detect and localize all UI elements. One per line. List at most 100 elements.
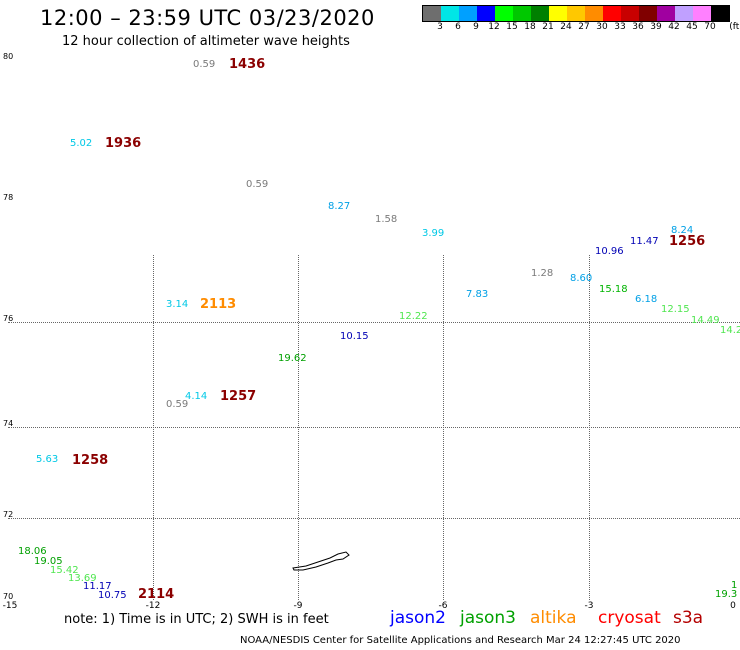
color-scale-legend bbox=[422, 5, 730, 22]
legend-tick-label: 30 bbox=[596, 22, 608, 32]
swh-value: 1.28 bbox=[531, 268, 554, 279]
swh-value: 6.18 bbox=[635, 294, 658, 305]
legend-swatch bbox=[441, 6, 459, 21]
lat-label: 80 bbox=[3, 52, 14, 61]
legend-swatch bbox=[675, 6, 693, 21]
page-subtitle: 12 hour collection of altimeter wave hei… bbox=[62, 34, 350, 49]
swh-value: 8.24 bbox=[671, 225, 694, 236]
grid-line-lat bbox=[8, 322, 740, 323]
grid-line-lat bbox=[8, 518, 740, 519]
satellite-label-jason3: jason3 bbox=[460, 608, 516, 628]
lon-label: -15 bbox=[2, 601, 18, 611]
swh-value: 5.02 bbox=[70, 138, 93, 149]
swh-value: 14.49 bbox=[691, 315, 720, 326]
swh-value: 11.47 bbox=[630, 236, 659, 247]
pass-time: 1936 bbox=[105, 136, 142, 151]
legend-tick-label: 42 bbox=[668, 22, 680, 32]
swh-value: 1 bbox=[731, 580, 738, 591]
legend-tick-label: 33 bbox=[614, 22, 626, 32]
legend-swatch bbox=[549, 6, 567, 21]
pass-time: 2113 bbox=[200, 297, 237, 312]
legend-swatch bbox=[603, 6, 621, 21]
swh-value: 8.60 bbox=[570, 273, 593, 284]
legend-tick-label: 18 bbox=[524, 22, 536, 32]
legend-tick-label: 6 bbox=[455, 22, 461, 32]
swh-value: 12.15 bbox=[661, 304, 690, 315]
swh-value: 10.75 bbox=[98, 590, 127, 601]
legend-swatch bbox=[585, 6, 603, 21]
legend-tick-label: 45 bbox=[686, 22, 698, 32]
swh-value: 0.59 bbox=[246, 179, 269, 190]
swh-value: 3.99 bbox=[422, 228, 445, 239]
swh-value: 5.63 bbox=[36, 454, 59, 465]
swh-value: 7.83 bbox=[466, 289, 489, 300]
legend-swatch bbox=[513, 6, 531, 21]
swh-value: 19.05 bbox=[34, 556, 63, 567]
swh-value: 19.3 bbox=[715, 589, 738, 600]
swh-value: 3.14 bbox=[166, 299, 189, 310]
swh-value: 8.27 bbox=[328, 201, 351, 212]
swh-value: 15.18 bbox=[599, 284, 628, 295]
swh-value: 0.59 bbox=[166, 399, 189, 410]
legend-tick-label: 24 bbox=[560, 22, 572, 32]
pass-time: 1436 bbox=[229, 57, 266, 72]
legend-swatch bbox=[639, 6, 657, 21]
legend-tick-label: 15 bbox=[506, 22, 518, 32]
swh-value: 0.59 bbox=[193, 59, 216, 70]
page-title: 12:00 – 23:59 UTC 03/23/2020 bbox=[40, 6, 375, 30]
legend-tick-label: 21 bbox=[542, 22, 554, 32]
legend-swatch bbox=[621, 6, 639, 21]
swh-value: 12.22 bbox=[399, 311, 428, 322]
lat-label: 78 bbox=[3, 193, 14, 202]
legend-swatch bbox=[693, 6, 711, 21]
swh-value: 18.06 bbox=[18, 546, 47, 557]
lon-label: 0 bbox=[730, 601, 736, 611]
swh-value: 15.42 bbox=[50, 565, 79, 576]
legend-swatch bbox=[711, 6, 729, 21]
lat-label: 72 bbox=[3, 510, 14, 519]
legend-swatch bbox=[477, 6, 495, 21]
legend-tick-label: 27 bbox=[578, 22, 590, 32]
pass-time: 1258 bbox=[72, 453, 109, 468]
legend-tick-label: 36 bbox=[632, 22, 644, 32]
swh-value: 19.62 bbox=[278, 353, 307, 364]
legend-tick-label: (ft) bbox=[729, 22, 740, 32]
satellite-label-cryosat: cryosat bbox=[598, 608, 661, 628]
swh-value: 10.15 bbox=[340, 331, 369, 342]
legend-swatch bbox=[567, 6, 585, 21]
swh-value: 10.96 bbox=[595, 246, 624, 257]
satellite-label-altika: altika bbox=[530, 608, 577, 628]
legend-tick-label: 3 bbox=[437, 22, 443, 32]
pass-time: 2114 bbox=[138, 587, 175, 602]
legend-tick-label: 70 bbox=[704, 22, 716, 32]
swh-value: 14.2 bbox=[720, 325, 740, 336]
lon-label: -9 bbox=[293, 601, 303, 611]
lon-label: -12 bbox=[145, 601, 161, 611]
legend-tick-label: 39 bbox=[650, 22, 662, 32]
swh-value: 1.58 bbox=[375, 214, 398, 225]
satellite-label-jason2: jason2 bbox=[390, 608, 446, 628]
island-outline bbox=[292, 551, 350, 571]
legend-tick-label: 9 bbox=[473, 22, 479, 32]
swh-value: 11.17 bbox=[83, 581, 112, 592]
satellite-label-s3a: s3a bbox=[673, 608, 704, 628]
grid-line-lat bbox=[8, 427, 740, 428]
swh-value: 13.69 bbox=[68, 573, 97, 584]
pass-time: 1257 bbox=[220, 389, 257, 404]
lat-label: 70 bbox=[3, 592, 14, 601]
swh-value: 4.14 bbox=[185, 391, 208, 402]
legend-swatch bbox=[657, 6, 675, 21]
lon-label: -6 bbox=[438, 601, 448, 611]
footer-credit: NOAA/NESDIS Center for Satellite Applica… bbox=[240, 635, 681, 646]
lat-label: 74 bbox=[3, 419, 14, 428]
legend-swatch bbox=[459, 6, 477, 21]
legend-swatch bbox=[495, 6, 513, 21]
legend-swatch bbox=[531, 6, 549, 21]
pass-time: 1256 bbox=[669, 234, 706, 249]
legend-tick-label: 12 bbox=[488, 22, 500, 32]
legend-swatch bbox=[423, 6, 441, 21]
units-note: note: 1) Time is in UTC; 2) SWH is in fe… bbox=[64, 612, 329, 627]
lat-label: 76 bbox=[3, 314, 14, 323]
lon-label: -3 bbox=[584, 601, 594, 611]
